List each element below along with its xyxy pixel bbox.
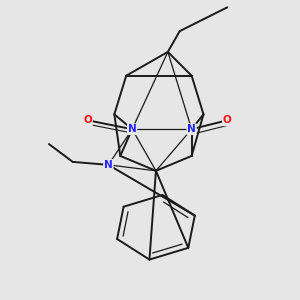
Text: N: N xyxy=(187,124,196,134)
Text: O: O xyxy=(223,115,232,125)
Text: N: N xyxy=(128,124,136,134)
Text: N: N xyxy=(104,160,113,170)
Text: O: O xyxy=(83,115,92,125)
